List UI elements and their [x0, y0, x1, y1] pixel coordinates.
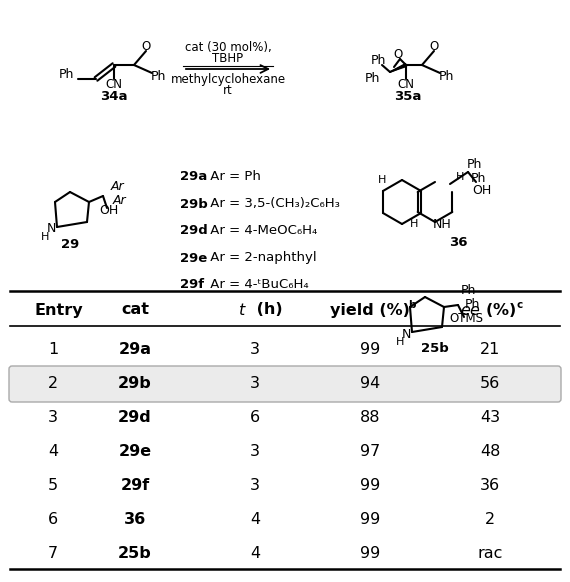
Text: Ar = 2-naphthyl: Ar = 2-naphthyl [206, 251, 316, 264]
Text: H: H [456, 172, 464, 182]
Text: TBHP: TBHP [213, 52, 243, 66]
Text: CN: CN [105, 79, 123, 91]
Text: 25b: 25b [118, 546, 152, 562]
Text: 36: 36 [449, 236, 467, 249]
Text: 29d: 29d [118, 410, 152, 425]
Text: 56: 56 [480, 377, 500, 392]
Text: 29: 29 [61, 237, 79, 250]
Text: 7: 7 [48, 546, 58, 562]
Text: 94: 94 [360, 377, 380, 392]
Text: CN: CN [397, 79, 414, 91]
Text: OH: OH [473, 183, 491, 197]
Text: (h): (h) [251, 303, 283, 318]
Text: Ar = Ph: Ar = Ph [206, 171, 261, 183]
Text: Ph: Ph [470, 172, 486, 184]
Text: H: H [410, 219, 418, 229]
Text: 29a: 29a [180, 171, 207, 183]
Text: 48: 48 [480, 445, 500, 460]
Text: Ph: Ph [465, 299, 480, 311]
Text: 29f: 29f [120, 478, 149, 494]
Text: OTMS: OTMS [449, 313, 483, 325]
Text: 2: 2 [48, 377, 58, 392]
Text: N: N [46, 222, 56, 236]
Text: Ar = 4-ᵗBuC₆H₄: Ar = 4-ᵗBuC₆H₄ [206, 279, 308, 292]
Text: Ph: Ph [370, 55, 386, 68]
Text: NH: NH [433, 218, 451, 230]
Text: 3: 3 [250, 342, 260, 357]
FancyArrowPatch shape [186, 65, 268, 73]
Text: 3: 3 [250, 377, 260, 392]
Text: 36: 36 [480, 478, 500, 494]
Text: Ar: Ar [112, 193, 126, 207]
Text: 29e: 29e [180, 251, 207, 264]
Text: c: c [517, 300, 523, 310]
Text: 99: 99 [360, 342, 380, 357]
Text: Ph: Ph [365, 73, 380, 86]
Text: rt: rt [223, 84, 233, 98]
Text: 88: 88 [360, 410, 380, 425]
Text: H: H [396, 337, 404, 347]
Text: b: b [408, 300, 416, 310]
Text: 35a: 35a [394, 90, 422, 104]
Text: 3: 3 [48, 410, 58, 425]
Text: Ar: Ar [110, 179, 124, 193]
Text: $t$: $t$ [238, 302, 247, 318]
Text: 29a: 29a [119, 342, 152, 357]
Text: O: O [141, 41, 150, 54]
Text: 4: 4 [250, 513, 260, 527]
Polygon shape [390, 63, 406, 72]
Text: Ar = 3,5-(CH₃)₂C₆H₃: Ar = 3,5-(CH₃)₂C₆H₃ [206, 197, 340, 211]
Text: 29b: 29b [118, 377, 152, 392]
Text: Entry: Entry [35, 303, 84, 318]
Text: 1: 1 [48, 342, 58, 357]
Text: cat (30 mol%),: cat (30 mol%), [185, 41, 271, 54]
Text: 6: 6 [48, 513, 58, 527]
Text: 29f: 29f [180, 279, 204, 292]
Text: Ar = 4-MeOC₆H₄: Ar = 4-MeOC₆H₄ [206, 225, 317, 237]
Text: yield (%): yield (%) [330, 303, 410, 318]
Text: methylcyclohexane: methylcyclohexane [170, 73, 286, 86]
Text: 4: 4 [48, 445, 58, 460]
Text: 36: 36 [124, 513, 146, 527]
Text: Ph: Ph [466, 158, 482, 171]
Text: 21: 21 [480, 342, 500, 357]
Text: Ph: Ph [58, 69, 74, 81]
Text: H: H [41, 232, 49, 242]
Text: 97: 97 [360, 445, 380, 460]
Text: OH: OH [99, 204, 119, 217]
Text: 25b: 25b [421, 342, 449, 356]
Text: 43: 43 [480, 410, 500, 425]
Text: O: O [393, 48, 402, 62]
Text: Ph: Ph [438, 69, 454, 83]
Text: 99: 99 [360, 478, 380, 494]
Text: 5: 5 [48, 478, 58, 494]
Text: 4: 4 [250, 546, 260, 562]
Text: 2: 2 [485, 513, 495, 527]
Text: 29e: 29e [119, 445, 152, 460]
Text: 6: 6 [250, 410, 260, 425]
Text: N: N [401, 328, 411, 340]
Text: 99: 99 [360, 513, 380, 527]
Text: H: H [378, 175, 386, 185]
Text: 29d: 29d [180, 225, 207, 237]
Text: 34a: 34a [100, 90, 128, 104]
Text: 3: 3 [250, 478, 260, 494]
Text: rac: rac [477, 546, 503, 562]
FancyBboxPatch shape [9, 366, 561, 402]
Text: Ph: Ph [461, 285, 476, 297]
Text: O: O [429, 41, 439, 54]
Text: 99: 99 [360, 546, 380, 562]
Text: 29b: 29b [180, 197, 207, 211]
Text: cat: cat [121, 303, 149, 318]
Text: Ph: Ph [150, 69, 166, 83]
Text: $\it{ee}$ (%): $\it{ee}$ (%) [460, 301, 516, 319]
Text: 3: 3 [250, 445, 260, 460]
